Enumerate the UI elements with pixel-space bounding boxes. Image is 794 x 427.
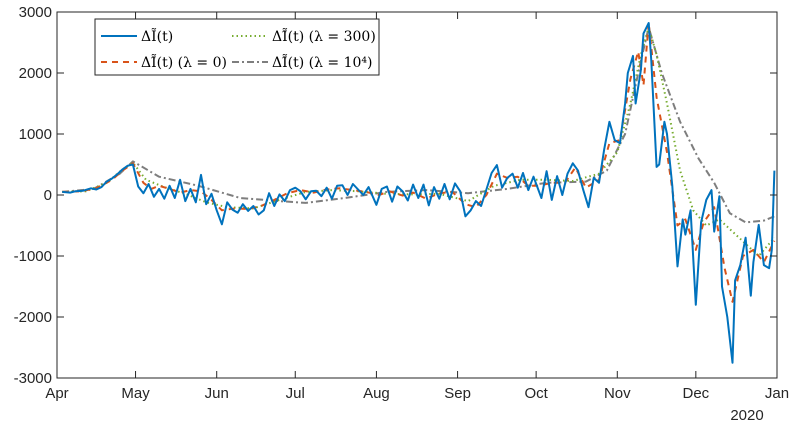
- x-tick-label: Jul: [286, 385, 305, 402]
- x-tick-label: Nov: [604, 385, 631, 402]
- y-tick-label: 2000: [19, 65, 52, 82]
- y-tick-label: 3000: [19, 4, 52, 21]
- y-tick-label: -3000: [14, 370, 52, 387]
- x-tick-label: May: [121, 385, 150, 402]
- y-tick-label: -2000: [14, 309, 52, 326]
- legend: ΔĨ(t) ΔĨ̂(t) (λ = 0) ΔĨ̂(t) (λ = 300) ΔĨ…: [94, 18, 380, 76]
- x-tick-label: Oct: [524, 385, 548, 402]
- legend-label-lambda-0: ΔĨ̂(t) (λ = 0): [141, 53, 227, 71]
- x-tick-label: Jan: [765, 385, 789, 402]
- y-tick-label: -1000: [14, 248, 52, 265]
- tick-layer: Apr May Jun Jul Aug Sep Oct Nov Dec Jan -3000 -2000…: [14, 4, 789, 402]
- x-tick-label: Dec: [682, 385, 709, 402]
- legend-label-lambda-300: ΔĨ̂(t) (λ = 300): [272, 27, 376, 45]
- x-tick-label: Aug: [363, 385, 390, 402]
- x-tick-label: Jun: [205, 385, 229, 402]
- legend-label-lambda-1e4: ΔĨ̂(t) (λ = 10⁴): [272, 53, 373, 71]
- x-tick-label: Apr: [45, 385, 68, 402]
- legend-box: [94, 18, 380, 76]
- series-line-2: [62, 26, 776, 257]
- series-layer: [62, 22, 776, 364]
- series-line-0: [62, 22, 776, 364]
- legend-label-tilde-i: ΔĨ(t): [141, 27, 173, 45]
- x-tick-label: Sep: [444, 385, 471, 402]
- y-tick-label: 0: [44, 187, 52, 204]
- year-label: 2020: [730, 407, 763, 424]
- y-tick-label: 1000: [19, 126, 52, 143]
